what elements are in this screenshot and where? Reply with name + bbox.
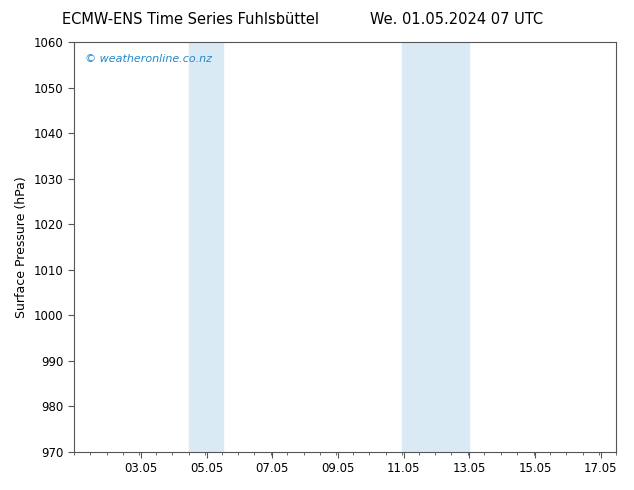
Text: ECMW-ENS Time Series Fuhlsbüttel: ECMW-ENS Time Series Fuhlsbüttel (61, 12, 319, 27)
Y-axis label: Surface Pressure (hPa): Surface Pressure (hPa) (15, 176, 28, 318)
Bar (189, 42, 223, 452)
Text: © weatheronline.co.nz: © weatheronline.co.nz (84, 54, 212, 64)
Text: We. 01.05.2024 07 UTC: We. 01.05.2024 07 UTC (370, 12, 543, 27)
Bar (402, 42, 470, 452)
